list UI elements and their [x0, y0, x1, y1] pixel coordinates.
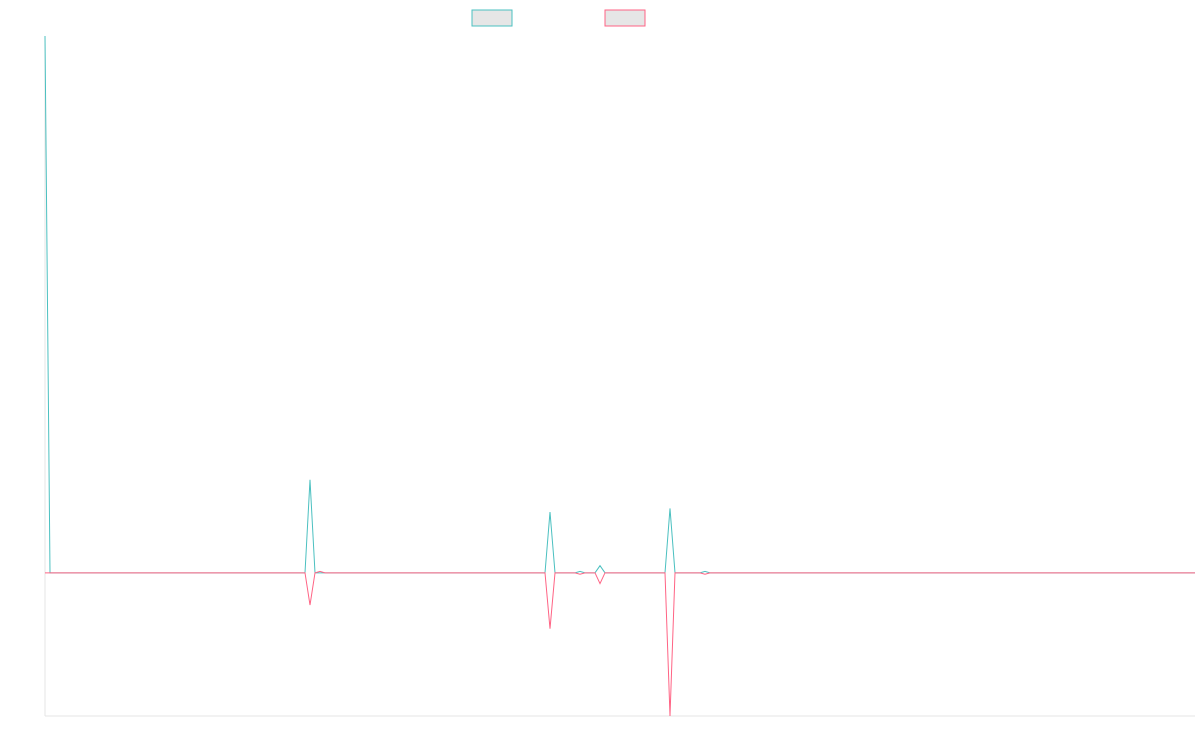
legend-swatch-2[interactable]	[604, 9, 646, 27]
legend-item-2[interactable]	[604, 9, 646, 27]
series-layer	[44, 35, 1195, 717]
series-line-1	[44, 35, 1195, 574]
series-line-2	[45, 570, 1195, 717]
legend-item-1[interactable]	[471, 9, 513, 27]
axes	[44, 36, 1195, 717]
legend[interactable]	[471, 9, 646, 27]
legend-swatch-1[interactable]	[471, 9, 513, 27]
